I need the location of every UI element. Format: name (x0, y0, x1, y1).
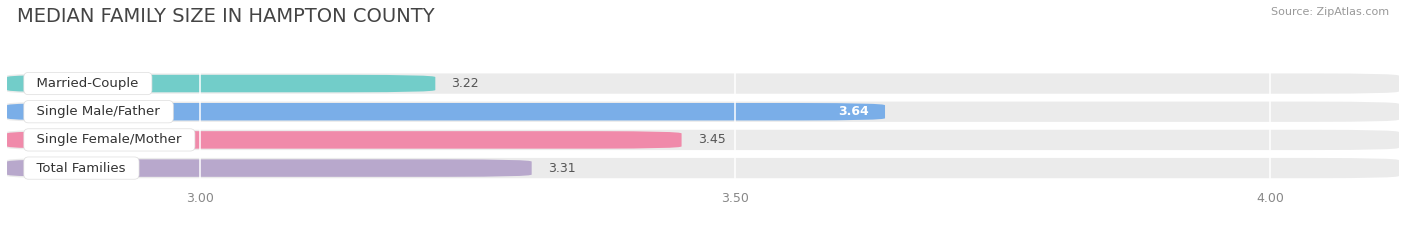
FancyBboxPatch shape (7, 131, 682, 149)
FancyBboxPatch shape (7, 102, 1399, 122)
FancyBboxPatch shape (7, 158, 1399, 178)
Text: 3.64: 3.64 (838, 105, 869, 118)
FancyBboxPatch shape (7, 75, 436, 92)
Text: MEDIAN FAMILY SIZE IN HAMPTON COUNTY: MEDIAN FAMILY SIZE IN HAMPTON COUNTY (17, 7, 434, 26)
Text: Single Male/Father: Single Male/Father (28, 105, 169, 118)
Text: 3.45: 3.45 (697, 134, 725, 146)
Text: Source: ZipAtlas.com: Source: ZipAtlas.com (1271, 7, 1389, 17)
Text: 3.22: 3.22 (451, 77, 479, 90)
FancyBboxPatch shape (7, 130, 1399, 150)
Text: Total Families: Total Families (28, 161, 135, 175)
FancyBboxPatch shape (7, 103, 884, 120)
Text: 3.31: 3.31 (548, 161, 575, 175)
FancyBboxPatch shape (7, 159, 531, 177)
Text: Single Female/Mother: Single Female/Mother (28, 134, 190, 146)
Text: Married-Couple: Married-Couple (28, 77, 148, 90)
FancyBboxPatch shape (7, 73, 1399, 94)
